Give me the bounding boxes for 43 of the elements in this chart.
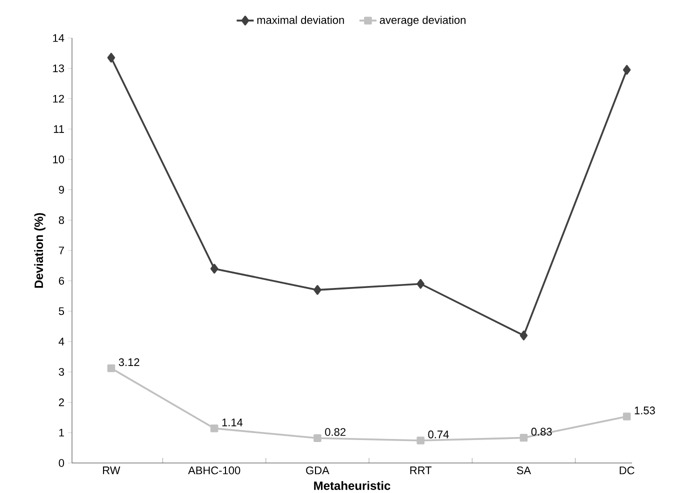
y-tick-label: 11 [54, 125, 64, 133]
y-tick-label: 3 [58, 368, 64, 376]
data-label: 0.74 [428, 430, 449, 438]
x-tick-label: RRT [410, 466, 432, 474]
data-label: 0.83 [531, 428, 552, 436]
x-tick-label: SA [516, 466, 532, 474]
point [314, 434, 322, 442]
x-tick-label: RW [103, 466, 120, 474]
y-tick-label: 4 [58, 338, 64, 346]
point [107, 364, 116, 372]
point [210, 264, 218, 274]
x-tick-label: GDA [306, 466, 330, 474]
y-tick-label: 13 [53, 64, 64, 72]
y-tick-label: 1 [59, 428, 64, 436]
point [314, 284, 322, 295]
y-tick-label: 9 [58, 186, 64, 194]
point [622, 64, 631, 75]
x-axis-title: Metaheuristic [314, 481, 390, 490]
y-axis-title: Deviation (%) [34, 212, 46, 288]
data-label: 1.53 [634, 406, 655, 414]
point [520, 434, 528, 442]
y-tick-label: 6 [58, 276, 64, 285]
x-tick-label: DC [620, 466, 634, 474]
point [622, 412, 631, 420]
point [107, 52, 116, 62]
point [520, 330, 528, 340]
data-label: 3.12 [118, 358, 140, 366]
x-tick-label: ABHC-100 [188, 466, 240, 474]
y-tick-label: 2 [58, 398, 64, 406]
y-tick-label: 0 [58, 458, 64, 467]
y-tick-label: 10 [53, 155, 64, 164]
legend-label: average deviation [380, 16, 466, 26]
legend-label: maximal deviation [257, 16, 344, 24]
point [416, 436, 424, 444]
point [210, 424, 218, 432]
data-label: 1.14 [222, 418, 243, 426]
y-tick-label: 14 [53, 34, 64, 42]
point [416, 278, 424, 289]
data-label: 0.82 [325, 428, 346, 436]
y-tick-label: 5 [58, 307, 64, 315]
y-tick-label: 12 [53, 94, 64, 102]
y-tick-label: 8 [58, 216, 64, 224]
y-tick-label: 7 [58, 246, 64, 254]
